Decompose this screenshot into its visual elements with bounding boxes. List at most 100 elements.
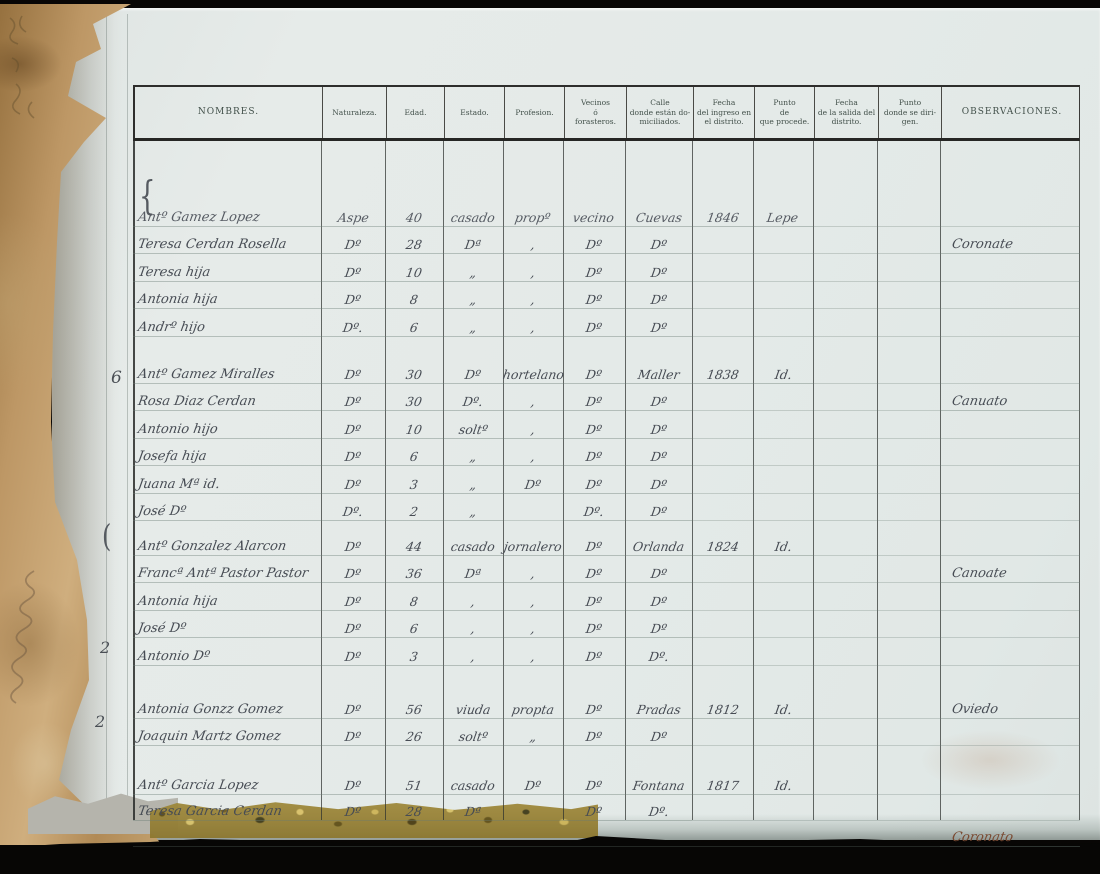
table-cell: jornalero <box>503 528 563 556</box>
handwritten-entry: Id. <box>773 538 793 554</box>
handwritten-entry: Dº <box>649 476 668 492</box>
handwritten-entry: Dº <box>584 804 604 819</box>
column-rule <box>385 141 386 820</box>
table-cell: Dª <box>443 227 503 254</box>
table-cell <box>753 821 813 847</box>
table-cell <box>503 795 563 821</box>
table-cell: 56 <box>385 691 443 719</box>
handwritten-entry: casado <box>449 538 497 554</box>
table-cell <box>753 638 813 666</box>
table-cell <box>940 494 1080 521</box>
handwritten-entry: Juana Mª id. <box>136 476 222 492</box>
column-rule <box>753 141 754 820</box>
handwritten-entry: , <box>529 593 537 609</box>
table-row: Antº Gamez Miralles Dº 30 Dº hortelano Dº Mall… <box>133 356 1080 384</box>
table-cell: Dº <box>321 254 385 282</box>
table-cell: „ <box>443 254 503 282</box>
handwritten-entry: Dº <box>584 778 604 793</box>
table-cell: Dº <box>321 769 385 795</box>
table-cell: Dº <box>443 356 503 384</box>
table-cell <box>692 795 753 821</box>
table-cell <box>753 494 813 521</box>
handwritten-entry: Dº. <box>647 804 670 819</box>
page-fold-line <box>127 14 128 826</box>
handwritten-entry: Dº <box>584 476 604 492</box>
table-cell <box>692 411 753 439</box>
table-cell: Dº. <box>563 494 625 521</box>
table-cell: Antº Gamez Miralles <box>133 356 321 384</box>
handwritten-entry: , <box>529 648 537 664</box>
table-cell: Antonia hija <box>133 583 321 611</box>
column-rule <box>503 141 504 820</box>
table-cell <box>385 821 443 847</box>
table-cell: „ <box>443 494 503 521</box>
household-group: Antº Gamez Miralles Dº 30 Dº hortelano Dº Mall… <box>133 356 1080 521</box>
handwritten-entry: 36 <box>404 566 424 581</box>
table-cell: Dº <box>563 719 625 746</box>
table-cell <box>692 611 753 638</box>
handwritten-entry: Dº <box>523 476 543 492</box>
table-cell <box>813 356 877 384</box>
table-cell <box>692 384 753 411</box>
handwritten-entry: Dº <box>343 566 363 581</box>
handwritten-entry: 30 <box>404 394 424 409</box>
table-cell: casado <box>443 769 503 795</box>
handwritten-entry: hortelano <box>501 366 565 382</box>
handwritten-entry: 6 <box>408 449 420 464</box>
handwritten-entry: Dº <box>463 366 483 382</box>
table-row: Juana Mª id. Dº 3 „ Dº Dº Dº <box>133 466 1080 494</box>
table-cell <box>753 466 813 494</box>
table-cell: Aspe <box>321 199 385 227</box>
table-cell: 44 <box>385 528 443 556</box>
table-cell <box>877 821 940 847</box>
table-cell <box>940 719 1080 746</box>
header-cell: Punto de que procede. <box>755 87 815 138</box>
table-cell <box>753 384 813 411</box>
table-row: Josefa hija Dº 6 „, Dº Dº <box>133 439 1080 466</box>
table-cell: Dº <box>503 769 563 795</box>
table-cell: 1812 <box>692 691 753 719</box>
table-cell: Dº <box>321 227 385 254</box>
table-row: Antº Gonzalez Alarcon Dº 44 casado jornalero… <box>133 528 1080 556</box>
handwritten-entry: 3 <box>408 648 420 664</box>
table-cell: propº <box>503 199 563 227</box>
table-cell <box>877 282 940 309</box>
table-cell: 36 <box>385 556 443 583</box>
column-rule <box>133 141 135 820</box>
table-cell <box>753 583 813 611</box>
handwritten-entry: Dº. <box>341 504 365 519</box>
handwritten-entry: Dº <box>584 621 604 636</box>
handwritten-entry: , <box>529 319 537 335</box>
table-cell: Pradas <box>625 691 692 719</box>
handwritten-entry: Fontana <box>631 778 686 793</box>
handwritten-entry: Dº <box>343 449 363 464</box>
column-rule <box>563 141 564 820</box>
paper-stain <box>920 730 1060 790</box>
table-cell <box>877 638 940 666</box>
table-cell: Dº <box>321 384 385 411</box>
table-cell: „ <box>443 439 503 466</box>
page-fold-line <box>106 14 107 826</box>
handwritten-entry: , <box>529 621 537 636</box>
handwritten-entry: Dº <box>584 366 604 382</box>
table-cell <box>813 556 877 583</box>
table-cell: José Dº <box>133 611 321 638</box>
handwritten-entry: 10 <box>404 421 424 437</box>
column-rule <box>321 141 322 820</box>
table-row: Teresa Cerdan Rosella Dº 28 Dª, Dº Dº Coronate <box>133 227 1080 254</box>
handwritten-entry: Dº. <box>461 394 485 409</box>
handwritten-entry: Canuato <box>950 394 1009 409</box>
table-cell <box>940 309 1080 337</box>
table-cell: Antº Gonzalez Alarcon <box>133 528 321 556</box>
table-row: Antonio Dº Dº 3,, Dº Dº. <box>133 638 1080 666</box>
table-cell: Canuato <box>940 384 1080 411</box>
table-cell <box>813 638 877 666</box>
table-cell: , <box>503 638 563 666</box>
table-cell: Antonia hija <box>133 282 321 309</box>
table-cell: Dº <box>321 439 385 466</box>
table-cell: 3 <box>385 466 443 494</box>
handwritten-entry: Coronato <box>950 830 1015 845</box>
table-cell <box>813 254 877 282</box>
table-cell: Dª <box>443 795 503 821</box>
